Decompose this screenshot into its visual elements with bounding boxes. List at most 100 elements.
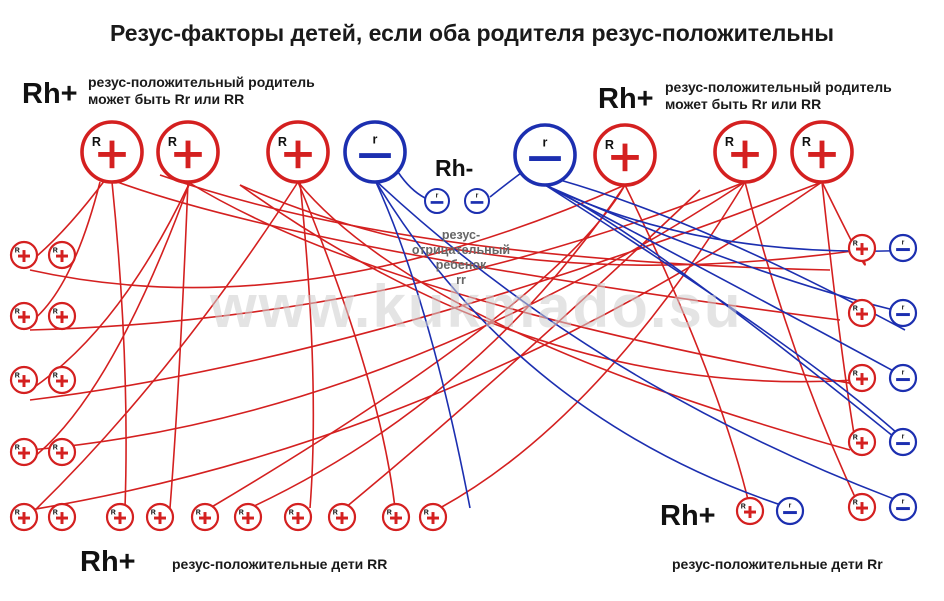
inheritance-line	[111, 181, 127, 509]
allele-letter: R	[196, 509, 201, 516]
parent-allele-8: R	[790, 120, 854, 184]
negative-child-note-line4: rr	[456, 273, 466, 287]
inheritance-line	[544, 184, 911, 381]
bottom-child-4-allele-1: R	[381, 502, 411, 532]
inheritance-line	[439, 181, 746, 509]
left-child-5-allele-2: R	[47, 502, 77, 532]
negative-child-note-line2: отрицательный	[411, 243, 511, 257]
bottom-right-child-allele-2: r	[775, 496, 805, 526]
left-parent-note: резус-положительный родитель может быть …	[88, 74, 315, 108]
parent-allele-4: r	[343, 120, 407, 184]
parent-allele-1: R	[80, 120, 144, 184]
right-child-2-allele-2: r	[888, 298, 918, 328]
left-parent-rh-label: Rh+	[22, 78, 78, 110]
bottom-child-3-allele-1: R	[283, 502, 313, 532]
allele-letter: R	[92, 135, 101, 149]
allele-letter: R	[111, 509, 116, 516]
allele-letter: R	[333, 509, 338, 516]
allele-letter: R	[725, 135, 734, 149]
allele-letter: R	[15, 372, 20, 379]
inheritance-line	[29, 181, 823, 401]
allele-letter: R	[239, 509, 244, 516]
bottom-child-2-allele-2: R	[233, 502, 263, 532]
allele-letter: R	[387, 509, 392, 516]
allele-letter: r	[789, 502, 792, 509]
inheritance-line	[29, 181, 191, 391]
right-child-4-allele-1: R	[847, 427, 877, 457]
allele-letter: r	[902, 304, 905, 311]
inheritance-line	[559, 179, 906, 331]
allele-letter: R	[853, 499, 858, 506]
allele-letter: R	[53, 372, 58, 379]
inheritance-line	[239, 184, 861, 266]
connection-lines	[21, 169, 916, 516]
allele-letter: R	[424, 509, 429, 516]
allele-letter: R	[53, 247, 58, 254]
watermark: www.kukmado.su	[210, 273, 743, 340]
allele-letter: r	[902, 239, 905, 246]
right-child-1-allele-2: r	[888, 233, 918, 263]
inheritance-line	[209, 184, 626, 509]
inheritance-line	[544, 184, 911, 446]
allele-letter: R	[15, 308, 20, 315]
allele-letter: R	[853, 370, 858, 377]
bottom-right-rh-label: Rh+	[660, 500, 716, 532]
allele-letter: R	[605, 138, 614, 152]
allele-letter: R	[853, 240, 858, 247]
left-parent-note-line2: может быть Rr или RR	[88, 91, 245, 107]
negative-child-note: резус- отрицательный ребенок rr	[402, 228, 520, 288]
left-child-5-allele-1: R	[9, 502, 39, 532]
negative-child-allele-1: r	[424, 188, 450, 214]
inheritance-line	[29, 181, 191, 461]
inheritance-line	[29, 181, 746, 331]
negative-child-allele-2: r	[464, 188, 490, 214]
allele-letter: R	[15, 247, 20, 254]
parent-allele-3: R	[266, 120, 330, 184]
left-child-3-allele-1: R	[9, 365, 39, 395]
bottom-child-1-allele-1: R	[105, 502, 135, 532]
bottom-child-1-allele-2: R	[145, 502, 175, 532]
left-child-4-allele-2: R	[47, 437, 77, 467]
allele-letter: r	[902, 433, 905, 440]
right-child-5-allele-1: R	[847, 492, 877, 522]
left-parent-note-line1: резус-положительный родитель	[88, 74, 315, 90]
bottom-left-rh-label: Rh+	[80, 546, 136, 578]
allele-letter: R	[15, 444, 20, 451]
inheritance-line	[29, 181, 299, 516]
bottom-child-3-allele-2: R	[327, 502, 357, 532]
right-child-3-allele-1: R	[847, 363, 877, 393]
inheritance-line	[744, 181, 861, 509]
left-child-1-allele-2: R	[47, 240, 77, 270]
inheritance-line	[397, 171, 426, 199]
bottom-right-caption: резус-положительные дети Rr	[672, 556, 883, 572]
right-child-1-allele-1: R	[847, 233, 877, 263]
allele-letter: R	[802, 135, 811, 149]
inheritance-line	[544, 184, 911, 451]
parent-allele-7: R	[713, 120, 777, 184]
allele-letter: R	[289, 509, 294, 516]
left-child-3-allele-2: R	[47, 365, 77, 395]
allele-letter: R	[278, 135, 287, 149]
allele-letter: R	[741, 503, 746, 510]
inheritance-line	[624, 184, 751, 509]
negative-child-rh-label: Rh-	[435, 155, 474, 181]
right-child-4-allele-2: r	[888, 427, 918, 457]
inheritance-line	[29, 181, 823, 511]
parent-allele-2: R	[156, 120, 220, 184]
parent-allele-5: r	[513, 123, 577, 187]
left-child-1-allele-1: R	[9, 240, 39, 270]
allele-letter: R	[853, 434, 858, 441]
left-child-4-allele-1: R	[9, 437, 39, 467]
allele-letter: r	[436, 193, 439, 200]
inheritance-line	[297, 181, 396, 509]
allele-letter: r	[373, 133, 378, 147]
inheritance-line	[344, 189, 701, 509]
inheritance-line	[374, 179, 791, 509]
inheritance-line	[249, 184, 626, 509]
left-child-2-allele-2: R	[47, 301, 77, 331]
right-parent-note-line2: может быть Rr или RR	[665, 96, 822, 112]
allele-letter: r	[543, 136, 548, 150]
inheritance-line	[374, 179, 911, 506]
